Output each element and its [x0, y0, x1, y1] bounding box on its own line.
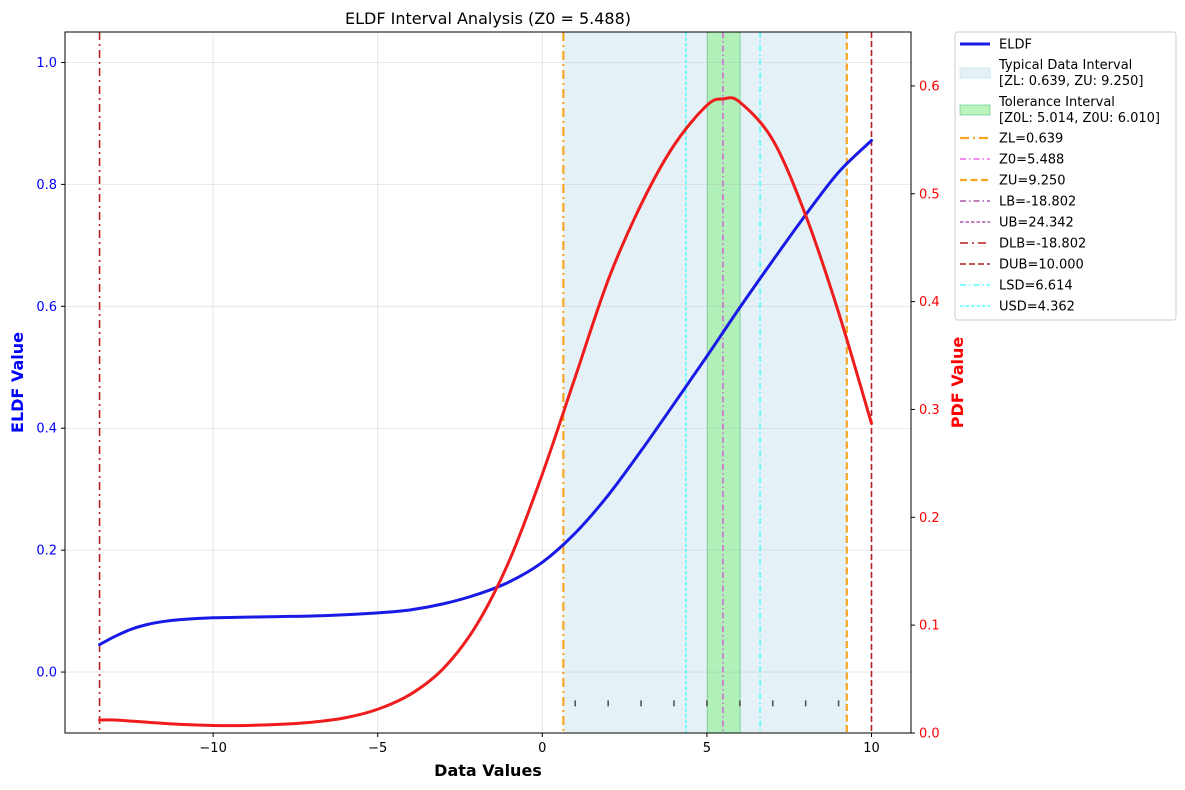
- y-right-tick-label: 0.4: [919, 295, 940, 310]
- y-axis-right: 0.0 0.1 0.2 0.3 0.4 0.5 0.6: [911, 79, 940, 742]
- y-right-tick-label: 0.3: [919, 403, 940, 418]
- y-left-tick-label: 1.0: [36, 56, 57, 71]
- curves: [98, 96, 873, 728]
- y-right-tick-label: 0.2: [919, 511, 940, 526]
- x-tick-label: 0: [538, 741, 546, 756]
- x-tick-label: −10: [199, 741, 226, 756]
- y-axis-label-right: PDF Value: [948, 337, 967, 429]
- legend-label-ub: UB=24.342: [999, 216, 1074, 231]
- legend-label-zl: ZL=0.639: [999, 132, 1063, 147]
- y-left-tick-label: 0.8: [36, 178, 57, 193]
- y-left-tick-label: 0.0: [36, 666, 57, 681]
- y-right-tick-label: 0.1: [919, 619, 940, 634]
- tolerance-interval-band: [706, 32, 741, 733]
- chart-title: ELDF Interval Analysis (Z0 = 5.488): [345, 9, 631, 28]
- legend: ELDF Typical Data Interval[ZL: 0.639, ZU:…: [954, 31, 1177, 321]
- pdf-curve: [98, 96, 873, 728]
- legend-label-typical: Typical Data Interval: [998, 58, 1132, 73]
- x-tick-label: 5: [703, 741, 711, 756]
- legend-label-zu: ZU=9.250: [999, 174, 1066, 189]
- data-point-ticks: [574, 700, 840, 707]
- legend-label-lb: LB=-18.802: [999, 195, 1076, 210]
- x-axis-label: Data Values: [434, 761, 542, 780]
- y-right-tick-label: 0.6: [919, 79, 940, 94]
- plot-frame: [64, 31, 912, 734]
- y-left-tick-label: 0.2: [36, 544, 57, 559]
- legend-handle-typical: [959, 67, 991, 79]
- legend-label-typical-range: [ZL: 0.639, ZU: 9.250]: [999, 74, 1143, 89]
- legend-label-z0: Z0=5.488: [999, 153, 1064, 168]
- x-tick-label: 10: [863, 741, 880, 756]
- x-axis: −10 −5 0 5 10: [199, 733, 880, 756]
- interval-fills: [563, 32, 847, 733]
- legend-label-tolerance-range: [Z0L: 5.014, Z0U: 6.010]: [999, 111, 1160, 126]
- legend-label-tolerance: Tolerance Interval: [998, 95, 1115, 110]
- marker-lines: [98, 32, 873, 733]
- grid: [65, 32, 911, 733]
- y-left-tick-label: 0.6: [36, 300, 57, 315]
- y-right-tick-label: 0.0: [919, 727, 940, 742]
- y-axis-left: 0.0 0.2 0.4 0.6 0.8 1.0: [36, 56, 65, 681]
- legend-label-usd: USD=4.362: [999, 300, 1075, 315]
- typical-interval-band: [563, 32, 847, 733]
- legend-label-dlb: DLB=-18.802: [999, 237, 1086, 252]
- eldf-curve: [98, 139, 873, 647]
- y-axis-label-left: ELDF Value: [8, 332, 27, 433]
- y-left-tick-label: 0.4: [36, 422, 57, 437]
- legend-label-eldf: ELDF: [999, 38, 1032, 53]
- y-right-tick-label: 0.5: [919, 187, 940, 202]
- legend-label-lsd: LSD=6.614: [999, 279, 1073, 294]
- legend-label-dub: DUB=10.000: [999, 258, 1084, 273]
- legend-handle-tolerance: [959, 104, 991, 116]
- x-tick-label: −5: [368, 741, 387, 756]
- legend-box: [954, 31, 1177, 321]
